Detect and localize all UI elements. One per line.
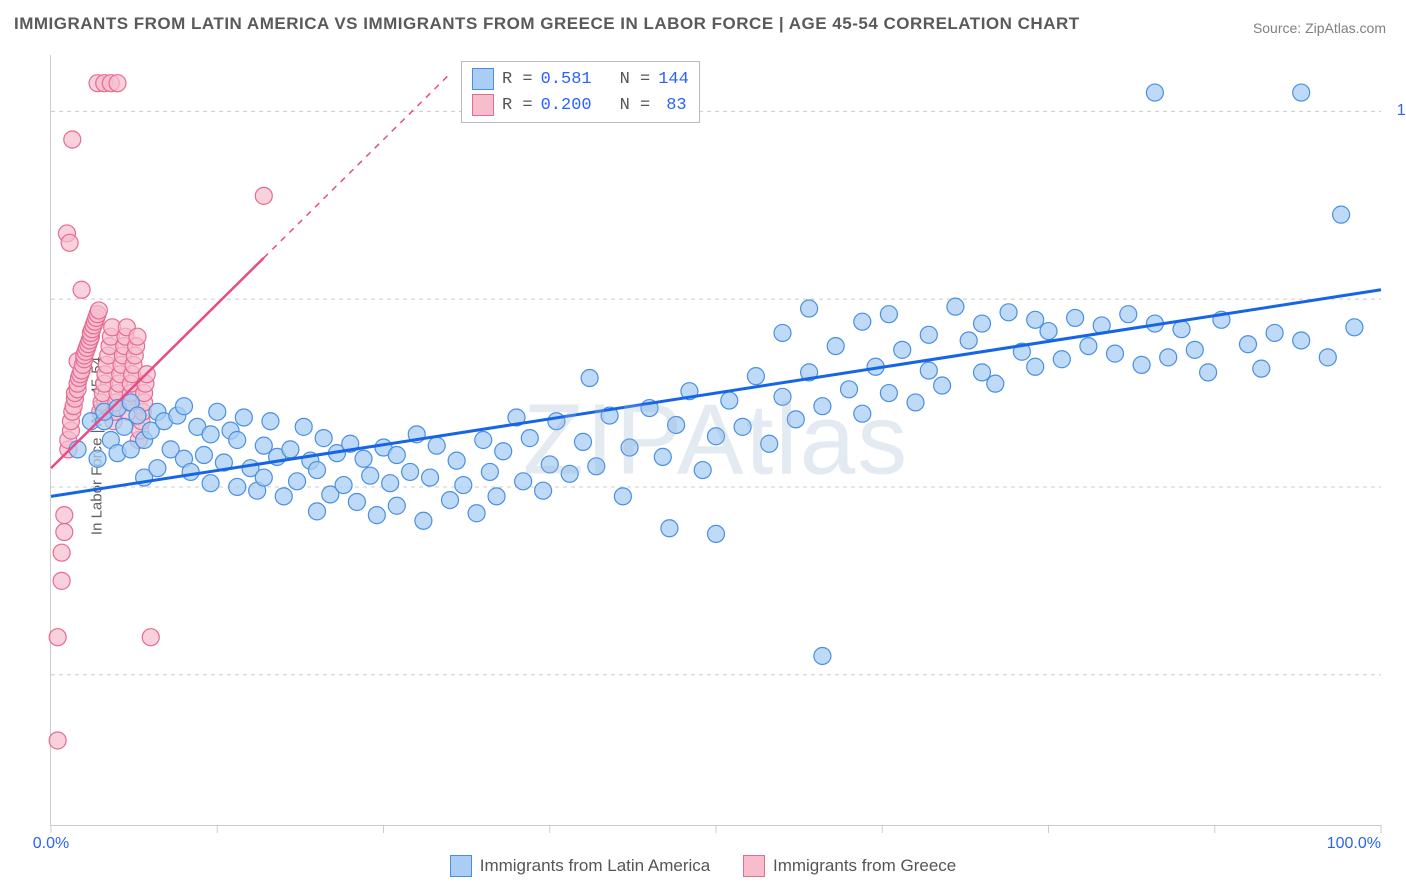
- swatch-series-b-bottom: [743, 855, 765, 877]
- chart-title: IMMIGRANTS FROM LATIN AMERICA VS IMMIGRA…: [14, 14, 1080, 34]
- source-label: Source: ZipAtlas.com: [1253, 20, 1386, 36]
- n-label-2: N =: [620, 96, 651, 115]
- n-label: N =: [620, 70, 651, 89]
- x-tick-label-left: 0.0%: [33, 835, 69, 853]
- r-label-2: R =: [502, 96, 533, 115]
- series-b-name: Immigrants from Greece: [773, 856, 956, 876]
- legend-item-b: Immigrants from Greece: [743, 855, 956, 877]
- n-value-a: 144: [658, 70, 689, 89]
- legend-bottom: Immigrants from Latin America Immigrants…: [0, 855, 1406, 882]
- n-value-b: 83: [658, 96, 686, 115]
- r-value-a: 0.581: [541, 70, 592, 89]
- swatch-series-b: [472, 94, 494, 116]
- legend-stats-row-a: R = 0.581 N = 144: [472, 66, 689, 92]
- legend-stats-row-b: R = 0.200 N = 83: [472, 92, 689, 118]
- x-tick-label-right: 100.0%: [1327, 835, 1381, 853]
- swatch-series-a: [472, 68, 494, 90]
- r-value-b: 0.200: [541, 96, 592, 115]
- legend-item-a: Immigrants from Latin America: [450, 855, 711, 877]
- plot-area: R = 0.581 N = 144 R = 0.200 N = 83 ZIPAt…: [50, 55, 1381, 826]
- series-a-name: Immigrants from Latin America: [480, 856, 711, 876]
- r-label: R =: [502, 70, 533, 89]
- legend-stats-box: R = 0.581 N = 144 R = 0.200 N = 83: [461, 61, 700, 123]
- y-tick-label: 100.0%: [1397, 102, 1406, 120]
- swatch-series-a-bottom: [450, 855, 472, 877]
- chart-svg: [51, 55, 1381, 825]
